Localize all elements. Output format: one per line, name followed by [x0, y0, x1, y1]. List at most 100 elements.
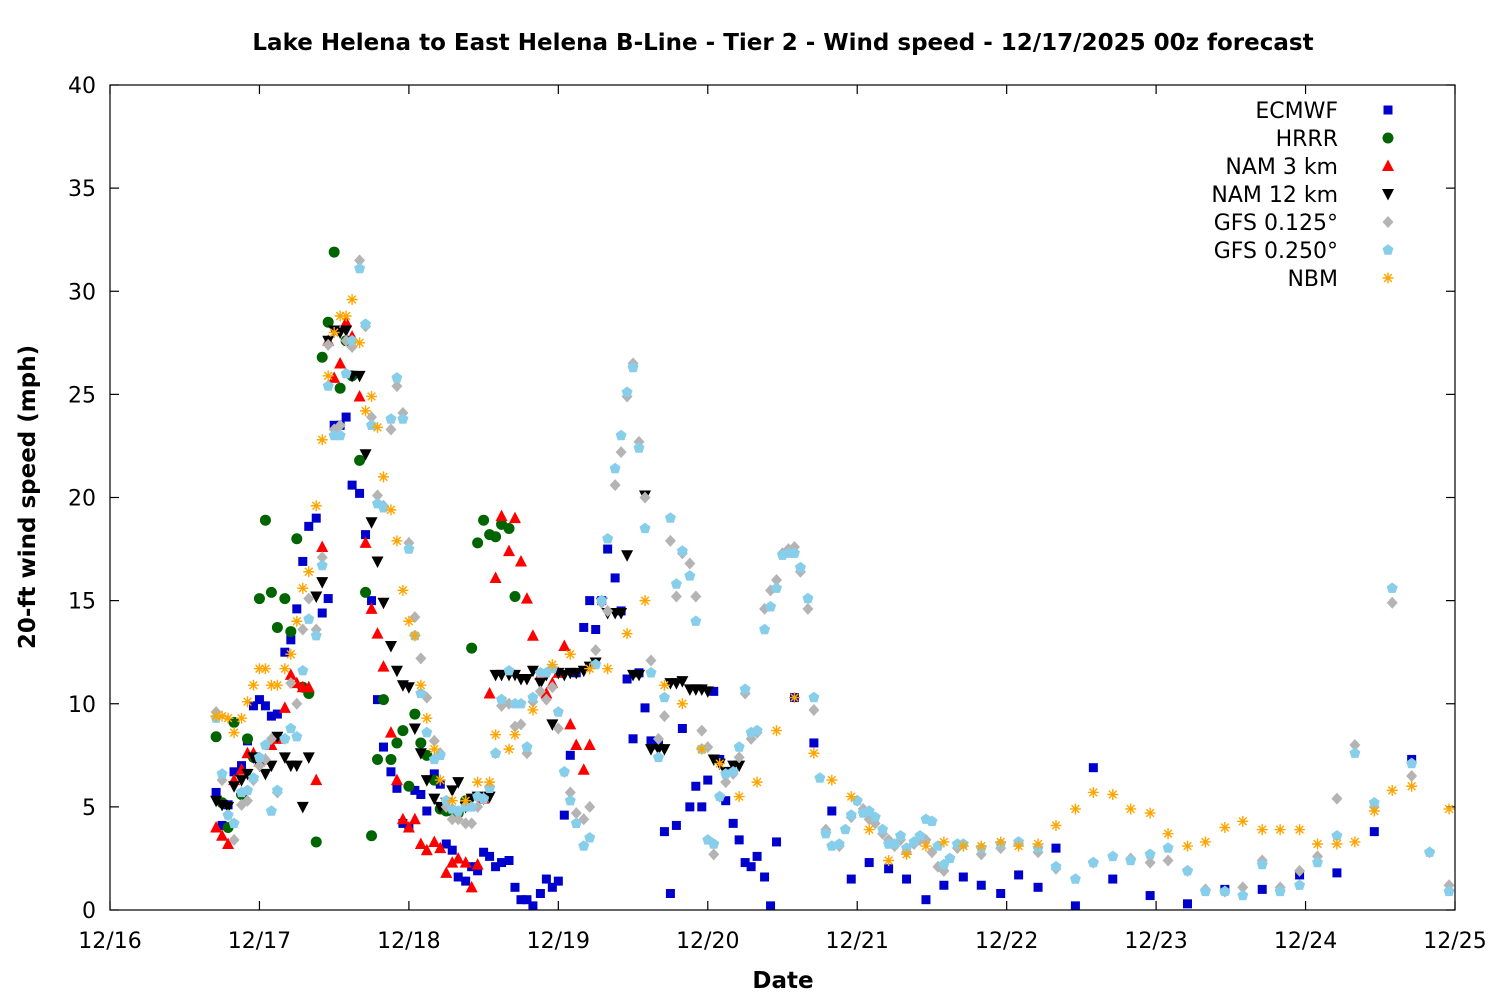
data-point-nbm	[1331, 838, 1343, 850]
data-point-ecmwf	[361, 530, 371, 540]
data-point-gfs-0-250	[889, 838, 901, 849]
data-point-gfs-0-250	[877, 823, 889, 835]
data-point-nbm	[397, 584, 409, 596]
data-point-gfs-0-250	[926, 815, 938, 826]
data-point-nbm	[391, 535, 403, 547]
data-point-nbm	[346, 294, 358, 305]
data-point-nbm	[303, 566, 315, 578]
data-point-gfs-0-250	[765, 601, 777, 612]
data-point-hrrr	[316, 351, 328, 363]
data-point-gfs-0-125	[354, 254, 366, 267]
data-point-gfs-0-250	[851, 794, 863, 806]
data-point-nam-12-km	[452, 777, 465, 789]
data-point-gfs-0-250	[839, 823, 851, 835]
data-point-gfs-0-250	[1349, 747, 1361, 758]
data-point-gfs-0-250	[310, 629, 322, 641]
data-point-nbm	[1349, 836, 1361, 848]
data-point-nbm	[297, 582, 309, 594]
data-point-ecmwf	[298, 556, 308, 566]
data-point-gfs-0-125	[1331, 792, 1343, 805]
data-point-gfs-0-125	[291, 697, 303, 710]
data-point-gfs-0-250	[1144, 848, 1156, 859]
data-point-nam-12-km	[676, 676, 689, 688]
data-point-nam-3-km	[503, 544, 516, 557]
data-point-gfs-0-250	[1368, 797, 1380, 808]
data-point-nbm	[920, 840, 932, 852]
data-point-gfs-0-250	[291, 731, 303, 742]
data-point-gfs-0-125	[228, 833, 240, 846]
data-point-ecmwf	[1257, 884, 1267, 894]
legend-entry-nam-12-km: NAM 12 km	[1211, 183, 1394, 208]
data-point-nbm	[259, 663, 271, 675]
data-point-gfs-0-250	[833, 838, 845, 849]
legend-label: HRRR	[1276, 127, 1338, 152]
data-point-gfs-0-250	[670, 578, 682, 589]
data-point-ecmwf	[659, 827, 669, 837]
data-point-ecmwf	[665, 889, 675, 898]
data-point-nbm	[975, 840, 987, 852]
data-point-gfs-0-250	[1443, 885, 1455, 897]
data-point-nam-3-km	[284, 668, 297, 680]
data-point-gfs-0-125	[428, 734, 440, 747]
series-nbm	[210, 294, 1455, 866]
data-points	[210, 246, 1455, 911]
y-tick-label: 40	[68, 74, 96, 99]
x-tick-label: 12/24	[1274, 929, 1337, 954]
legend-marker-gfs-0-125	[1382, 216, 1394, 228]
data-point-nam-3-km	[558, 639, 571, 651]
data-point-nam-12-km	[365, 517, 378, 529]
data-point-hrrr	[228, 716, 240, 728]
data-point-nbm	[279, 663, 291, 675]
data-point-ecmwf	[467, 862, 477, 872]
data-point-hrrr	[366, 830, 378, 842]
data-point-nam-12-km	[658, 744, 671, 756]
data-point-nam-12-km	[390, 665, 403, 678]
data-point-nbm	[1107, 789, 1119, 800]
data-point-gfs-0-125	[664, 534, 676, 547]
data-point-ecmwf	[671, 820, 681, 830]
data-point-gfs-0-250	[334, 429, 346, 441]
x-tick-label: 12/19	[527, 929, 590, 954]
data-point-nbm	[1050, 819, 1062, 831]
data-point-hrrr	[291, 533, 303, 545]
data-point-gfs-0-250	[1424, 846, 1436, 857]
data-point-nam-12-km	[210, 795, 223, 808]
data-point-gfs-0-250	[527, 691, 539, 703]
data-point-nbm	[1386, 784, 1398, 796]
data-point-nam-3-km	[428, 835, 441, 847]
data-point-gfs-0-125	[446, 813, 458, 826]
data-point-gfs-0-250	[570, 817, 582, 829]
data-point-gfs-0-125	[466, 817, 478, 830]
legend-marker-ecmwf	[1383, 105, 1393, 115]
data-point-nbm	[1274, 824, 1286, 836]
data-point-nam-3-km	[514, 554, 527, 567]
data-point-gfs-0-250	[690, 615, 702, 626]
data-point-gfs-0-125	[316, 551, 328, 564]
legend-label: GFS 0.125°	[1214, 211, 1338, 236]
data-point-nbm	[584, 663, 596, 675]
data-point-gfs-0-125	[708, 848, 720, 861]
data-point-gfs-0-250	[1312, 856, 1323, 868]
data-point-gfs-0-125	[584, 800, 596, 813]
data-point-ecmwf	[996, 889, 1006, 898]
data-point-ecmwf	[628, 734, 638, 744]
data-point-ecmwf	[441, 839, 451, 849]
data-point-gfs-0-250	[391, 372, 403, 383]
data-point-nbm	[1294, 824, 1306, 836]
data-point-ecmwf	[1088, 763, 1098, 773]
data-point-nbm	[808, 747, 820, 759]
data-point-gfs-0-125	[771, 574, 783, 586]
data-point-hrrr	[253, 593, 265, 605]
legend-entry-gfs-0-125: GFS 0.125°	[1214, 211, 1394, 236]
data-point-nam-12-km	[241, 768, 254, 781]
data-point-ecmwf	[976, 880, 986, 890]
data-point-gfs-0-125	[564, 786, 576, 799]
data-point-nam-12-km	[707, 754, 720, 766]
legend-entry-hrrr: HRRR	[1276, 127, 1394, 152]
data-point-ecmwf	[422, 806, 432, 816]
data-point-ecmwf	[772, 837, 782, 847]
data-point-nam-12-km	[534, 678, 547, 690]
data-point-gfs-0-125	[690, 590, 702, 603]
legend-marker-gfs-0-250	[1382, 244, 1394, 255]
